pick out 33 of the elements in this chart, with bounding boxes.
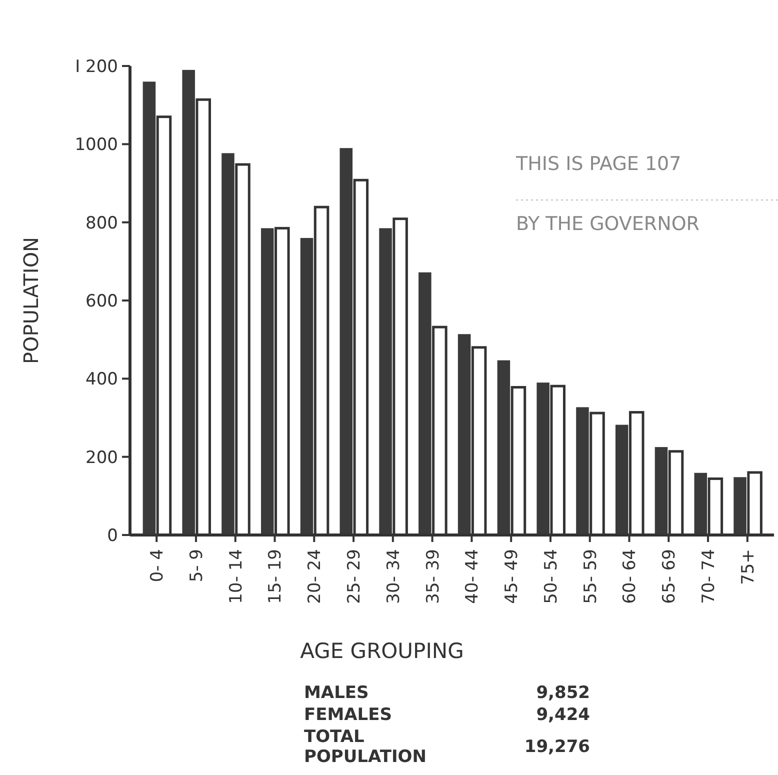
text: TOTAL POPULATION xyxy=(304,727,426,767)
text: 9,852 xyxy=(536,683,590,703)
y-tick-label: 600 xyxy=(86,291,118,312)
annotation: THIS IS PAGE 107 xyxy=(515,153,682,175)
text: FEMALES xyxy=(304,705,392,725)
annotation: BY THE GOVERNOR xyxy=(516,213,700,235)
x-tick-label: 65- 69 xyxy=(660,549,680,604)
text: 9,424 xyxy=(536,705,590,725)
x-tick-label: 45- 49 xyxy=(502,549,522,604)
y-axis-title: POPULATION xyxy=(19,236,43,364)
x-tick-label: 75+ xyxy=(738,549,758,585)
x-tick-label: 50- 54 xyxy=(541,549,562,604)
x-tick-label: 20- 24 xyxy=(305,549,326,604)
y-tick-label: 0 xyxy=(107,526,118,546)
y-tick-label: 800 xyxy=(86,213,118,234)
y-tick-label: I 200 xyxy=(75,56,118,77)
x-tick-label: 70- 74 xyxy=(698,549,719,604)
text: 19,276 xyxy=(524,737,590,757)
x-tick-label: 25- 29 xyxy=(344,549,364,604)
x-axis-title: AGE GROUPING xyxy=(300,639,464,663)
x-tick-label: 40- 44 xyxy=(462,549,483,604)
x-tick-label: 5- 9 xyxy=(186,549,207,582)
x-tick-label: 30- 34 xyxy=(384,549,404,604)
y-tick-label: 1000 xyxy=(74,135,118,156)
text: MALES xyxy=(304,683,369,703)
x-tick-label: 60- 64 xyxy=(620,549,640,604)
y-tick-label: 200 xyxy=(86,448,118,468)
y-tick-label: 400 xyxy=(86,370,118,390)
x-tick-label: 10- 14 xyxy=(226,549,246,604)
x-tick-label: 15- 19 xyxy=(266,549,286,604)
x-tick-label: 35- 39 xyxy=(423,549,444,604)
x-tick-label: 55- 59 xyxy=(580,549,601,604)
x-tick-label: 0- 4 xyxy=(148,549,168,582)
